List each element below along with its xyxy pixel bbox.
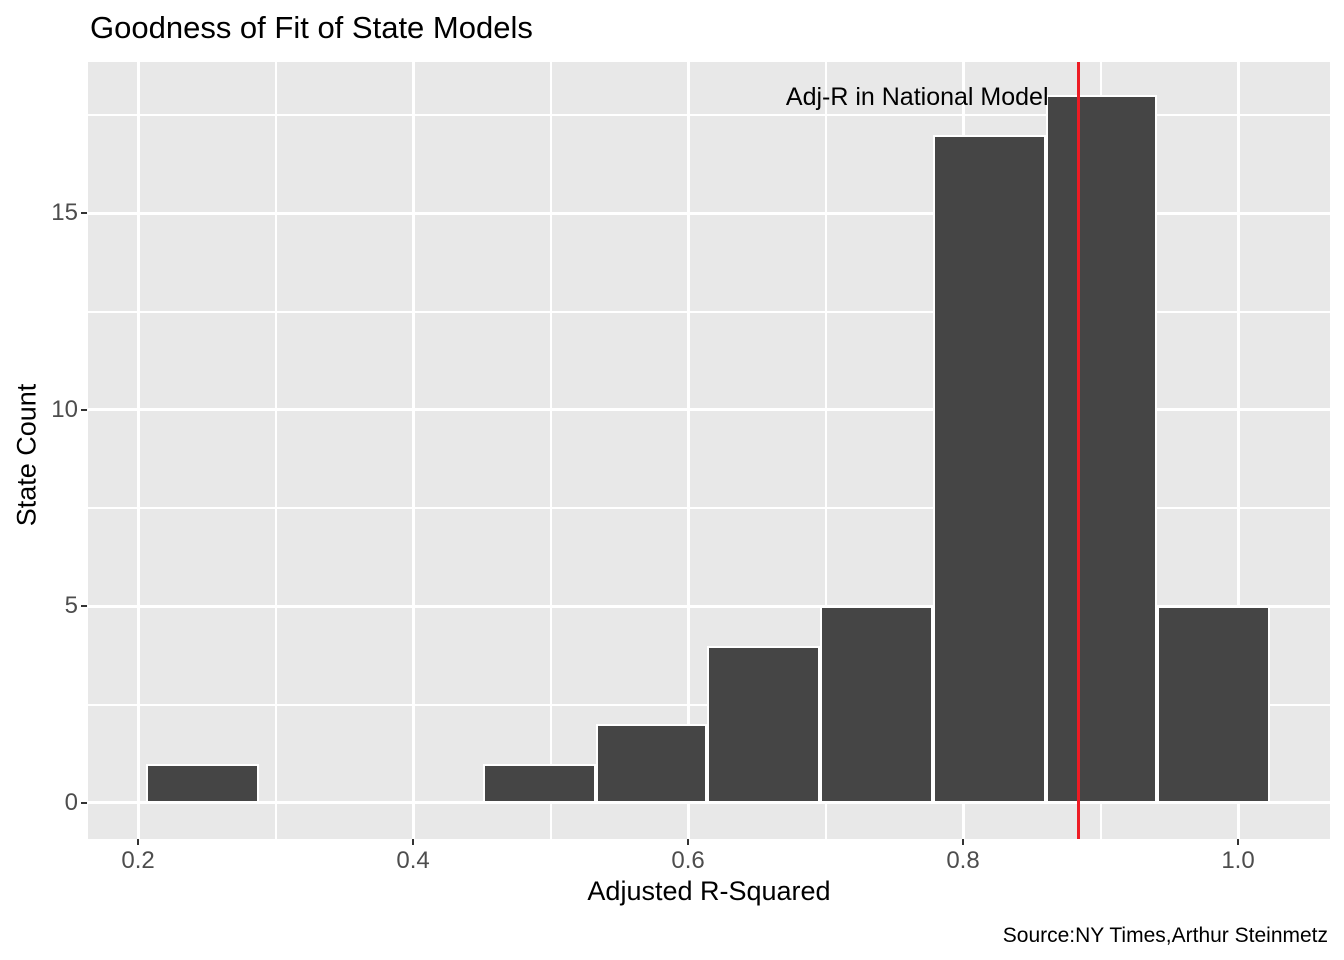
y-tick-label: 10 — [51, 395, 78, 423]
minor-gridline-x — [549, 62, 552, 839]
minor-gridline-y — [88, 507, 1330, 510]
x-tick-label: 0.4 — [396, 847, 430, 874]
histogram-bar — [595, 724, 708, 803]
chart-title: Goodness of Fit of State Models — [90, 10, 533, 45]
histogram-bar — [707, 645, 821, 803]
x-tick-mark — [962, 839, 965, 845]
major-gridline-y — [88, 604, 1330, 608]
y-tick-mark — [81, 212, 87, 215]
x-tick-mark — [137, 839, 140, 845]
y-tick-label: 15 — [51, 199, 78, 227]
x-tick-mark — [687, 839, 690, 845]
minor-gridline-x — [824, 62, 827, 839]
major-gridline-x — [136, 62, 140, 839]
major-gridline-x — [1236, 62, 1240, 839]
x-tick-mark — [412, 839, 415, 845]
source-caption: Source:NY Times,Arthur Steinmetz — [1002, 924, 1328, 947]
histogram-bar — [820, 606, 933, 803]
x-tick-label: 0.8 — [946, 847, 980, 874]
minor-gridline-y — [88, 114, 1330, 117]
national-model-vline — [1077, 62, 1081, 839]
x-tick-label: 1.0 — [1221, 847, 1255, 874]
histogram-bar — [146, 763, 260, 803]
y-tick-label: 0 — [64, 788, 78, 816]
x-tick-mark — [1237, 839, 1239, 845]
minor-gridline-x — [274, 62, 277, 839]
y-tick-mark — [81, 801, 87, 804]
x-axis-title: Adjusted R-Squared — [587, 876, 831, 906]
major-gridline-y — [88, 801, 1330, 805]
major-gridline-y — [88, 408, 1330, 412]
x-tick-label: 0.6 — [671, 847, 705, 874]
y-tick-label: 5 — [64, 592, 78, 620]
y-tick-mark — [81, 605, 87, 608]
vline-annotation-label: Adj-R in National Model — [785, 83, 1049, 111]
plot-panel — [88, 62, 1330, 839]
histogram-bar — [932, 134, 1046, 803]
histogram-bar — [1156, 606, 1270, 803]
major-gridline-x — [686, 62, 690, 839]
x-tick-label: 0.2 — [121, 847, 155, 874]
y-tick-mark — [81, 408, 87, 411]
histogram-bar — [1045, 95, 1157, 803]
histogram-bar — [483, 763, 596, 803]
major-gridline-y — [88, 211, 1330, 215]
major-gridline-x — [411, 62, 415, 839]
minor-gridline-y — [88, 310, 1330, 313]
